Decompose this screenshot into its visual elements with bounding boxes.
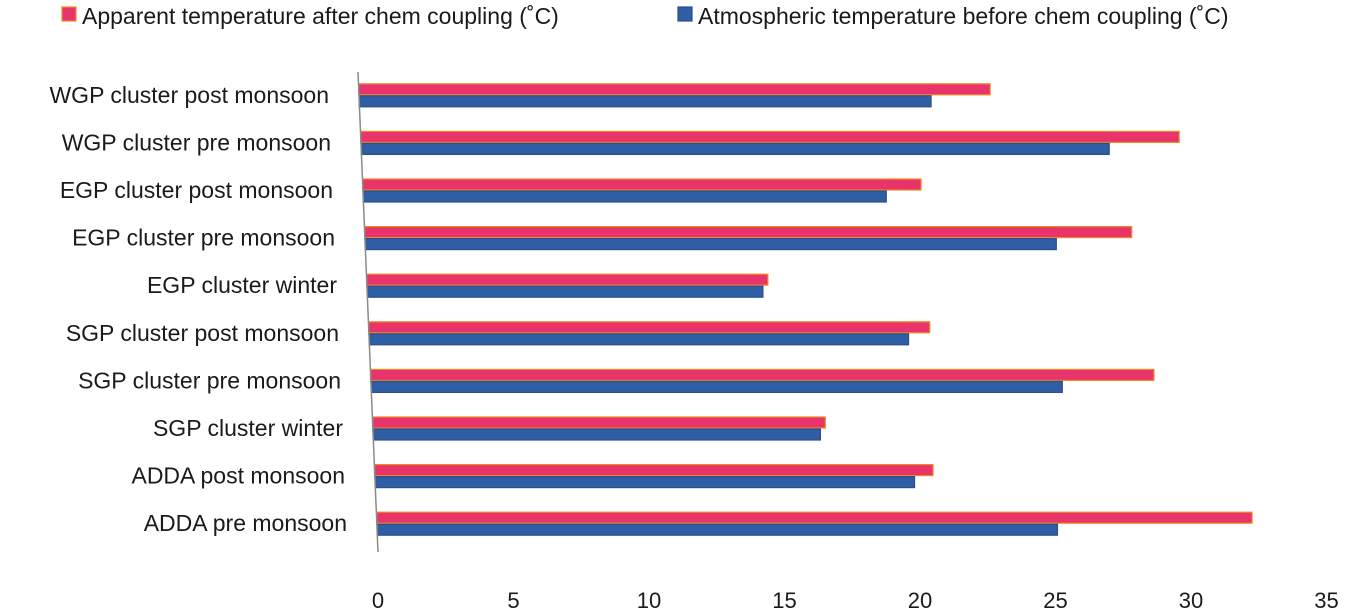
category-label: WGP cluster post monsoon bbox=[49, 82, 329, 108]
x-tick-label: 20 bbox=[908, 588, 932, 613]
bar-sgp-cluster-winter-apparent bbox=[372, 416, 826, 429]
x-tick-label: 25 bbox=[1043, 588, 1067, 613]
x-tick-label: 5 bbox=[507, 588, 519, 613]
y-axis-line bbox=[357, 71, 379, 553]
x-tick-label: 10 bbox=[637, 588, 661, 613]
bar-egp-cluster-post-monsoon-apparent bbox=[362, 178, 922, 191]
legend-label-atmospheric: Atmospheric temperature before chem coup… bbox=[698, 3, 1229, 29]
bar-egp-cluster-winter-atmospheric bbox=[366, 285, 764, 298]
x-tick-label: 15 bbox=[772, 588, 796, 613]
bar-adda-pre-monsoon-atmospheric bbox=[376, 523, 1059, 536]
bar-wgp-cluster-post-monsoon-apparent bbox=[358, 83, 991, 96]
category-label: EGP cluster post monsoon bbox=[60, 177, 333, 203]
bar-wgp-cluster-pre-monsoon-apparent bbox=[360, 130, 1180, 143]
category-label: SGP cluster post monsoon bbox=[66, 320, 339, 346]
bar-sgp-cluster-post-monsoon-atmospheric bbox=[368, 333, 910, 346]
bar-egp-cluster-winter-apparent bbox=[366, 273, 769, 286]
x-tick-label: 30 bbox=[1179, 588, 1203, 613]
category-label: ADDA post monsoon bbox=[131, 463, 345, 489]
bar-adda-pre-monsoon-apparent bbox=[376, 511, 1253, 524]
category-label: ADDA pre monsoon bbox=[144, 510, 347, 536]
bars-group bbox=[358, 83, 1253, 536]
category-label: SGP cluster pre monsoon bbox=[78, 367, 341, 393]
bar-sgp-cluster-pre-monsoon-atmospheric bbox=[370, 380, 1063, 393]
category-label: EGP cluster pre monsoon bbox=[72, 225, 335, 251]
category-labels: WGP cluster post monsoon WGP cluster pre … bbox=[49, 82, 347, 536]
legend: Apparent temperature after chem coupling… bbox=[61, 3, 1229, 29]
bar-egp-cluster-post-monsoon-atmospheric bbox=[362, 190, 887, 203]
bar-wgp-cluster-post-monsoon-atmospheric bbox=[358, 95, 932, 108]
bar-egp-cluster-pre-monsoon-apparent bbox=[364, 226, 1133, 239]
bar-sgp-cluster-pre-monsoon-apparent bbox=[370, 368, 1155, 381]
bar-adda-post-monsoon-apparent bbox=[374, 464, 934, 477]
bar-sgp-cluster-winter-atmospheric bbox=[372, 428, 822, 441]
x-tick-labels: 0 5 10 15 20 25 30 35 bbox=[372, 588, 1339, 613]
x-tick-label: 35 bbox=[1314, 588, 1338, 613]
x-tick-label: 0 bbox=[372, 588, 384, 613]
category-label: EGP cluster winter bbox=[147, 272, 337, 298]
bar-adda-post-monsoon-atmospheric bbox=[374, 476, 916, 489]
bar-wgp-cluster-pre-monsoon-atmospheric bbox=[360, 142, 1110, 155]
legend-label-apparent: Apparent temperature after chem coupling… bbox=[82, 3, 559, 29]
bar-egp-cluster-pre-monsoon-atmospheric bbox=[364, 238, 1057, 251]
bar-sgp-cluster-post-monsoon-apparent bbox=[368, 321, 931, 334]
category-label: WGP cluster pre monsoon bbox=[62, 129, 331, 155]
legend-swatch-apparent bbox=[61, 6, 77, 22]
category-label: SGP cluster winter bbox=[153, 415, 343, 441]
legend-swatch-atmospheric bbox=[677, 6, 693, 22]
